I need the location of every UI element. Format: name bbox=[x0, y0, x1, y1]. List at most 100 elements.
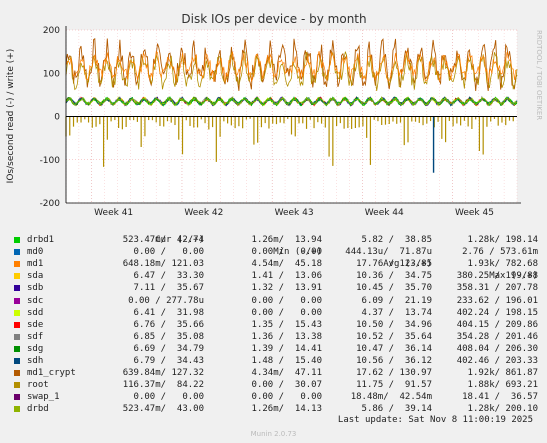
legend-device-name: md1_crypt bbox=[27, 368, 76, 379]
y-tick-label: 0 bbox=[54, 113, 60, 123]
legend-max: 1.28k/ 200.10 bbox=[467, 404, 538, 415]
legend-device-name: drbd bbox=[27, 404, 49, 415]
legend-avg: 17.76 / 123.85 bbox=[356, 259, 432, 270]
legend-rows: drbd1 523.47m/ 42.74 1.26m/ 13.94 5.82 / 38… bbox=[12, 234, 538, 415]
legend-row: md1_crypt 639.84m/ 127.32 4.34m/ 47.11 17.6… bbox=[12, 367, 538, 379]
legend-avg: 4.37 / 13.74 bbox=[361, 307, 432, 318]
legend-device-name: sdg bbox=[27, 343, 44, 354]
legend-avg: 6.09 / 21.19 bbox=[361, 295, 432, 306]
legend-avg: 5.82 / 38.85 bbox=[361, 235, 432, 246]
legend-row: md0 0.00 / 0.00 0.00 / 0.00 444.13u/ 71.87u… bbox=[12, 246, 538, 258]
legend-avg: 10.36 / 34.75 bbox=[356, 271, 432, 282]
legend-max: 1.88k/ 693.21 bbox=[467, 380, 538, 391]
legend-min: 4.34m/ 47.11 bbox=[251, 368, 322, 379]
legend-row: sdb 7.11 / 35.67 1.32 / 13.91 10.45 / 35.70… bbox=[12, 282, 538, 294]
legend-row: sde 6.76 / 35.66 1.35 / 15.43 10.50 / 34.96… bbox=[12, 319, 538, 331]
legend-cur: 523.47m/ 42.74 bbox=[122, 235, 204, 246]
legend-cur: 0.00 / 277.78u bbox=[128, 295, 204, 306]
legend-cur: 6.76 / 35.66 bbox=[133, 319, 204, 330]
x-tick-label: Week 44 bbox=[365, 208, 404, 218]
legend-min: 1.32 / 13.91 bbox=[251, 283, 322, 294]
legend-device-name: md1 bbox=[27, 259, 44, 270]
legend-min: 1.26m/ 14.13 bbox=[251, 404, 322, 415]
legend-row: sdc 0.00 / 277.78u 0.00 / 0.00 6.09 / 21.19… bbox=[12, 295, 538, 307]
legend-min: 1.36 / 13.38 bbox=[251, 331, 322, 342]
chart-title: Disk IOs per device - by month bbox=[181, 12, 366, 26]
legend-cur: 523.47m/ 43.00 bbox=[122, 404, 204, 415]
legend-max: 404.15 / 209.86 bbox=[456, 319, 538, 330]
legend-cur: 116.37m/ 84.22 bbox=[122, 380, 204, 391]
legend-swatch bbox=[14, 261, 20, 268]
legend-table: Cur (-/+) Min (-/+) Avg (-/+) Max (-/+) … bbox=[12, 222, 538, 416]
legend-device-name: sdb bbox=[27, 283, 44, 294]
legend-row: drbd1 523.47m/ 42.74 1.26m/ 13.94 5.82 / 38… bbox=[12, 234, 538, 246]
y-tick-label: 100 bbox=[43, 69, 60, 79]
legend-row: drbd 523.47m/ 43.00 1.26m/ 14.13 5.86 / 39.… bbox=[12, 403, 538, 415]
legend-row: sdd 6.41 / 31.98 0.00 / 0.00 4.37 / 13.74 40… bbox=[12, 307, 538, 319]
legend-device-name: root bbox=[27, 380, 49, 391]
legend-cur: 0.00 / 0.00 bbox=[133, 247, 204, 258]
legend-max: 380.25 / 199.88 bbox=[456, 271, 538, 282]
legend-swatch bbox=[14, 297, 20, 304]
legend-device-name: sda bbox=[27, 271, 44, 282]
legend-device-name: sdd bbox=[27, 307, 44, 318]
legend-max: 1.92k/ 861.87 bbox=[467, 368, 538, 379]
legend-min: 0.00 / 0.00 bbox=[251, 247, 322, 258]
legend-avg: 10.52 / 35.64 bbox=[356, 331, 432, 342]
legend-row: sda 6.47 / 33.30 1.41 / 13.06 10.36 / 34.75… bbox=[12, 270, 538, 282]
legend-min: 1.39 / 14.41 bbox=[251, 343, 322, 354]
legend-max: 233.62 / 196.01 bbox=[456, 295, 538, 306]
legend-cur: 6.41 / 31.98 bbox=[133, 307, 204, 318]
legend-avg: 11.75 / 91.57 bbox=[356, 380, 432, 391]
legend-row: md1 648.18m/ 121.03 4.54m/ 45.18 17.76 / 12… bbox=[12, 258, 538, 270]
legend-avg: 18.48m/ 42.54m bbox=[350, 392, 432, 403]
legend-cur: 6.47 / 33.30 bbox=[133, 271, 204, 282]
legend-row: sdg 6.69 / 34.79 1.39 / 14.41 10.47 / 36.14… bbox=[12, 343, 538, 355]
legend-min: 1.41 / 13.06 bbox=[251, 271, 322, 282]
legend-swatch bbox=[14, 358, 20, 365]
series-line-md1 bbox=[65, 50, 518, 83]
x-tick-label: Week 42 bbox=[184, 208, 223, 218]
legend-swatch bbox=[14, 249, 20, 256]
legend-max: 2.76 / 573.61m bbox=[462, 247, 538, 258]
legend-swatch bbox=[14, 382, 20, 389]
legend-swatch bbox=[14, 321, 20, 328]
last-update: Last update: Sat Nov 8 11:00:19 2025 bbox=[337, 415, 533, 425]
legend-max: 402.24 / 198.15 bbox=[456, 307, 538, 318]
legend-cur: 648.18m/ 121.03 bbox=[122, 259, 204, 270]
legend-cur: 0.00 / 0.00 bbox=[133, 392, 204, 403]
legend-swatch bbox=[14, 394, 20, 401]
legend-device-name: drbd1 bbox=[27, 235, 55, 246]
legend-cur: 6.69 / 34.79 bbox=[133, 343, 204, 354]
legend-avg: 444.13u/ 71.87u bbox=[345, 247, 432, 258]
legend-min: 1.26m/ 13.94 bbox=[251, 235, 322, 246]
legend-swatch bbox=[14, 309, 20, 316]
munin-version: Munin 2.0.73 bbox=[250, 430, 297, 438]
x-tick-label: Week 43 bbox=[275, 208, 314, 218]
legend-cur: 639.84m/ 127.32 bbox=[122, 368, 204, 379]
y-tick-label: -200 bbox=[40, 199, 61, 209]
legend-min: 0.00 / 0.00 bbox=[251, 307, 322, 318]
legend-row: sdf 6.85 / 35.08 1.36 / 13.38 10.52 / 35.64… bbox=[12, 331, 538, 343]
legend-min: 0.00 / 0.00 bbox=[251, 392, 322, 403]
legend-device-name: sdh bbox=[27, 356, 44, 367]
legend-max: 358.31 / 207.78 bbox=[456, 283, 538, 294]
series-line-drbd bbox=[65, 96, 518, 107]
legend-row: swap_1 0.00 / 0.00 0.00 / 0.00 18.48m/ 42.5… bbox=[12, 391, 538, 403]
legend-cur: 6.85 / 35.08 bbox=[133, 331, 204, 342]
legend-cur: 6.79 / 34.43 bbox=[133, 356, 204, 367]
x-tick-label: Week 45 bbox=[455, 208, 494, 218]
legend-swatch bbox=[14, 285, 20, 292]
legend-device-name: sdc bbox=[27, 295, 44, 306]
legend-avg: 10.50 / 34.96 bbox=[356, 319, 432, 330]
legend-swatch bbox=[14, 273, 20, 280]
legend-max: 1.93k/ 782.68 bbox=[467, 259, 538, 270]
header-cur: Cur (-/+) bbox=[155, 235, 204, 245]
series-line-md1-crypt bbox=[65, 38, 518, 92]
legend-device-name: sde bbox=[27, 319, 44, 330]
x-tick-label: Week 41 bbox=[94, 208, 133, 218]
legend-header: Cur (-/+) Min (-/+) Avg (-/+) Max (-/+) bbox=[12, 222, 538, 281]
legend-avg: 10.47 / 36.14 bbox=[356, 343, 432, 354]
legend-swatch bbox=[14, 345, 20, 352]
